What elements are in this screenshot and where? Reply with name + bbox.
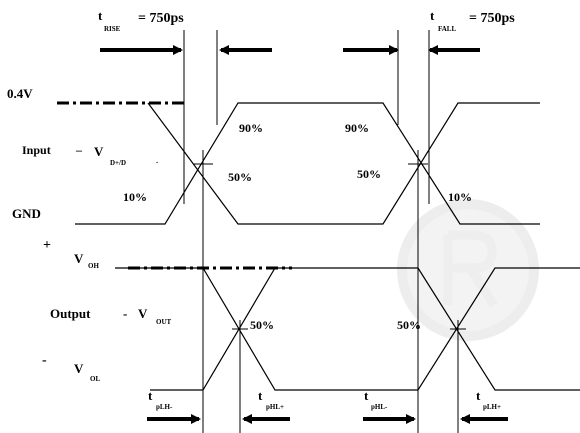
- output-pct-50-left: 50%: [250, 318, 274, 332]
- output-cross-left: [232, 322, 248, 336]
- output-pct-50-right: 50%: [397, 318, 421, 332]
- tphl-minus-t: t: [364, 388, 369, 403]
- input-v-sub-dash: -: [156, 158, 159, 166]
- input-pct-50-left: 50%: [228, 170, 252, 184]
- output-name: Output: [50, 306, 91, 321]
- tplh-minus-sub: pLH-: [156, 403, 173, 411]
- output-cross-right: [450, 322, 466, 336]
- tplh-minus-t: t: [148, 388, 153, 403]
- watermark-icon: [397, 199, 539, 341]
- input-waveform-positive: [75, 102, 540, 225]
- input-dash: –: [75, 143, 83, 157]
- t-fall-value: = 750ps: [469, 11, 515, 26]
- tphl-plus-t: t: [258, 388, 263, 403]
- input-pct-10-right: 10%: [448, 190, 472, 204]
- t-rise-label: t: [98, 8, 103, 23]
- input-waveform-negative: [147, 102, 540, 225]
- input-pct-10-left: 10%: [123, 190, 147, 204]
- input-pct-90-left: 90%: [239, 121, 263, 135]
- output-dash: -: [123, 306, 127, 321]
- t-fall-label: t: [430, 8, 435, 23]
- voh-sub: OH: [88, 262, 99, 270]
- input-name: Input: [22, 143, 51, 157]
- input-v-label: V: [94, 144, 104, 159]
- tphl-plus-sub: pHL+: [266, 403, 284, 411]
- input-v-sub: D+/D: [110, 159, 126, 167]
- tplh-plus-t: t: [476, 388, 481, 403]
- input-pct-50-right: 50%: [357, 167, 381, 181]
- tphl-minus-sub: pHL-: [371, 403, 388, 411]
- output-minus: -: [42, 353, 47, 368]
- output-waveform-negative: [150, 267, 580, 391]
- input-pct-90-right: 90%: [345, 121, 369, 135]
- t-fall-sub: FALL: [438, 25, 456, 33]
- vol-label: V: [74, 361, 84, 376]
- voh-label: V: [74, 251, 84, 266]
- input-cross-left: [193, 156, 213, 172]
- input-level-high: 0.4V: [7, 86, 33, 101]
- output-plus: +: [43, 238, 51, 253]
- vout-sub: OUT: [156, 318, 172, 326]
- t-rise-value: = 750ps: [138, 11, 184, 26]
- tplh-plus-sub: pLH+: [483, 403, 501, 411]
- output-waveform-positive: [115, 267, 580, 391]
- vout-label: V: [138, 306, 148, 321]
- vol-sub: OL: [90, 375, 100, 383]
- input-level-low: GND: [12, 206, 41, 221]
- input-cross-right: [408, 156, 428, 172]
- t-rise-sub: RISE: [104, 25, 121, 33]
